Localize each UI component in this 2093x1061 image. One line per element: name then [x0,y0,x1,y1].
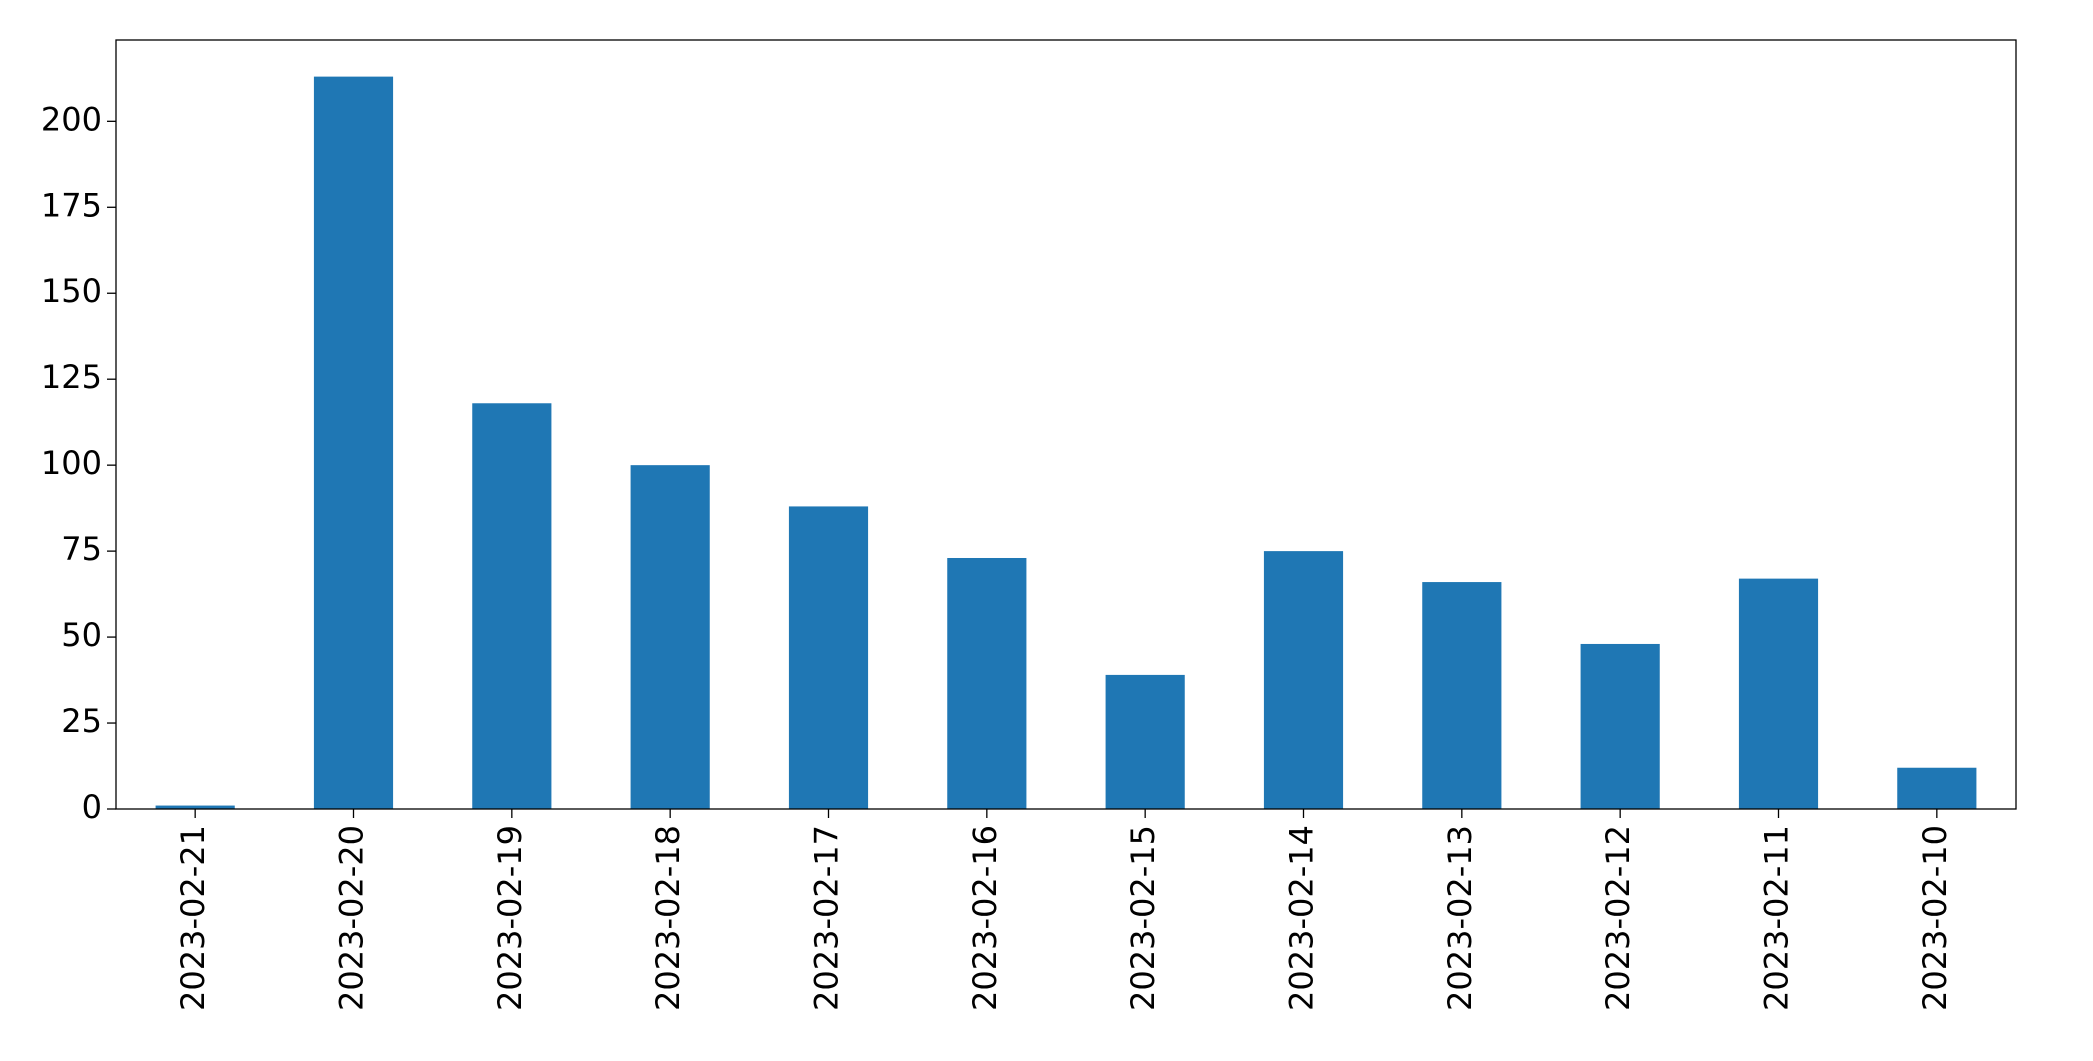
bar [1105,674,1185,809]
x-tick-label: 2023-02-16 [966,825,1004,1011]
bar [313,76,394,810]
bar [1738,578,1819,809]
y-tick-label: 75 [61,530,102,568]
bar [472,403,552,809]
bar [1580,643,1660,809]
x-tick-label: 2023-02-15 [1124,825,1162,1011]
bar [630,465,710,809]
x-tick-label: 2023-02-19 [491,825,529,1011]
x-tick-label: 2023-02-21 [174,825,212,1011]
bar [788,506,869,809]
y-tick-label: 175 [41,186,102,224]
x-tick-label: 2023-02-11 [1758,825,1796,1011]
y-tick-label: 0 [82,788,102,826]
y-tick-label: 25 [61,702,102,740]
plot-frame [115,39,2017,810]
x-tick-label: 2023-02-20 [333,825,371,1011]
bar [155,805,235,809]
x-tick-label: 2023-02-12 [1599,825,1637,1011]
y-tick-label: 100 [41,444,102,482]
y-tick-label: 150 [41,272,102,310]
bar [1422,582,1502,809]
x-tick-label: 2023-02-13 [1441,825,1479,1011]
x-tick-label: 2023-02-14 [1283,825,1321,1011]
x-tick-label: 2023-02-18 [649,825,687,1011]
y-tick-label: 125 [41,358,102,396]
y-tick-label: 50 [61,616,102,654]
bar [1897,767,1977,809]
bar [947,557,1027,809]
x-tick-label: 2023-02-10 [1916,825,1954,1011]
x-tick-label: 2023-02-17 [808,825,846,1011]
bar [1263,551,1344,809]
y-tick-label: 200 [41,100,102,138]
